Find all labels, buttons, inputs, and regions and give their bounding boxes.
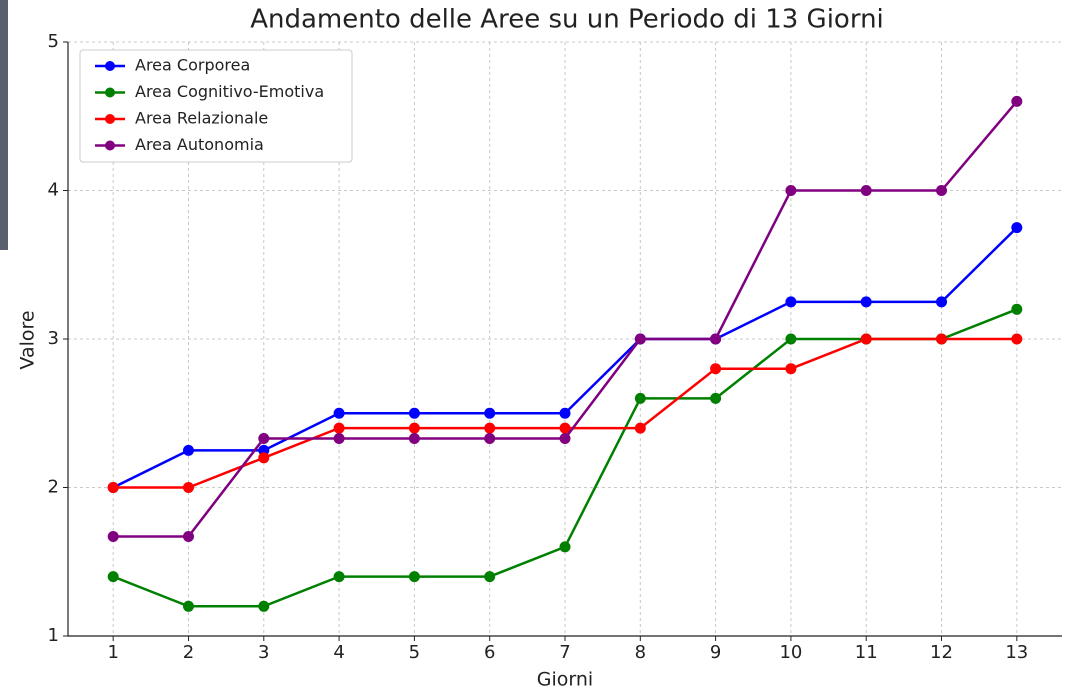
data-point	[710, 333, 722, 345]
data-point	[785, 185, 797, 196]
x-tick-label: 13	[1005, 642, 1028, 663]
legend-marker	[105, 87, 115, 98]
data-point	[785, 333, 797, 345]
data-point	[710, 363, 722, 375]
data-point	[258, 600, 270, 612]
data-point	[258, 452, 270, 464]
data-point	[785, 363, 797, 375]
data-point	[936, 296, 948, 308]
data-point	[107, 482, 119, 493]
x-tick-label: 4	[333, 642, 344, 663]
data-point	[333, 422, 345, 434]
legend-marker	[105, 114, 115, 124]
y-tick-label: 5	[48, 31, 59, 52]
data-point	[182, 600, 194, 612]
data-point	[1011, 222, 1023, 234]
data-point	[1011, 303, 1023, 315]
legend-label: Area Relazionale	[135, 109, 268, 128]
data-point	[936, 333, 948, 345]
legend-marker	[105, 140, 115, 151]
data-point	[785, 296, 797, 308]
data-point	[559, 541, 571, 553]
data-point	[408, 571, 420, 583]
data-point	[107, 531, 119, 543]
x-tick-label: 1	[107, 642, 118, 663]
legend-label: Area Corporea	[135, 56, 250, 75]
y-tick-label: 1	[48, 625, 59, 646]
data-point	[484, 571, 496, 583]
chart-title: Andamento delle Aree su un Periodo di 13…	[250, 5, 884, 35]
y-tick-label: 4	[48, 180, 59, 201]
photo-edge	[0, 0, 8, 250]
legend-label: Area Cognitivo-Emotiva	[135, 82, 324, 101]
data-point	[634, 392, 646, 404]
x-tick-label: 7	[559, 642, 570, 663]
legend-marker	[105, 61, 115, 71]
x-tick-label: 8	[635, 642, 646, 663]
data-point	[484, 407, 496, 419]
data-point	[182, 444, 194, 456]
data-point	[1011, 95, 1023, 107]
data-point	[333, 571, 345, 583]
legend-label: Area Autonomia	[135, 135, 264, 154]
data-point	[860, 333, 872, 345]
data-point	[107, 571, 119, 583]
x-tick-label: 6	[484, 642, 495, 663]
data-point	[333, 432, 345, 444]
data-point	[484, 422, 496, 434]
data-point	[710, 392, 722, 404]
data-point	[408, 407, 420, 419]
x-tick-label: 10	[779, 642, 802, 663]
data-point	[182, 531, 194, 543]
x-tick-label: 11	[855, 642, 878, 663]
legend-box	[79, 49, 353, 163]
data-point	[1011, 333, 1023, 345]
y-tick-label: 3	[48, 328, 59, 349]
data-point	[860, 185, 872, 196]
data-point	[258, 432, 270, 444]
x-tick-label: 3	[258, 642, 269, 663]
y-tick-label: 2	[48, 477, 59, 498]
data-point	[860, 296, 872, 308]
x-tick-label: 12	[930, 642, 953, 663]
data-point	[634, 422, 646, 434]
data-point	[559, 432, 571, 444]
data-point	[634, 333, 646, 345]
axis-spine	[67, 42, 1062, 637]
data-point	[408, 422, 420, 434]
data-point	[484, 432, 496, 444]
x-tick-label: 2	[183, 642, 194, 663]
data-point	[936, 185, 948, 196]
x-axis-label: Giorni	[537, 669, 593, 691]
data-point	[182, 482, 194, 493]
data-point	[559, 407, 571, 419]
data-point	[559, 422, 571, 434]
data-point	[408, 432, 420, 444]
data-point	[333, 407, 345, 419]
x-tick-label: 5	[409, 642, 420, 663]
y-axis-label: Valore	[17, 310, 39, 369]
x-tick-label: 9	[710, 642, 721, 663]
